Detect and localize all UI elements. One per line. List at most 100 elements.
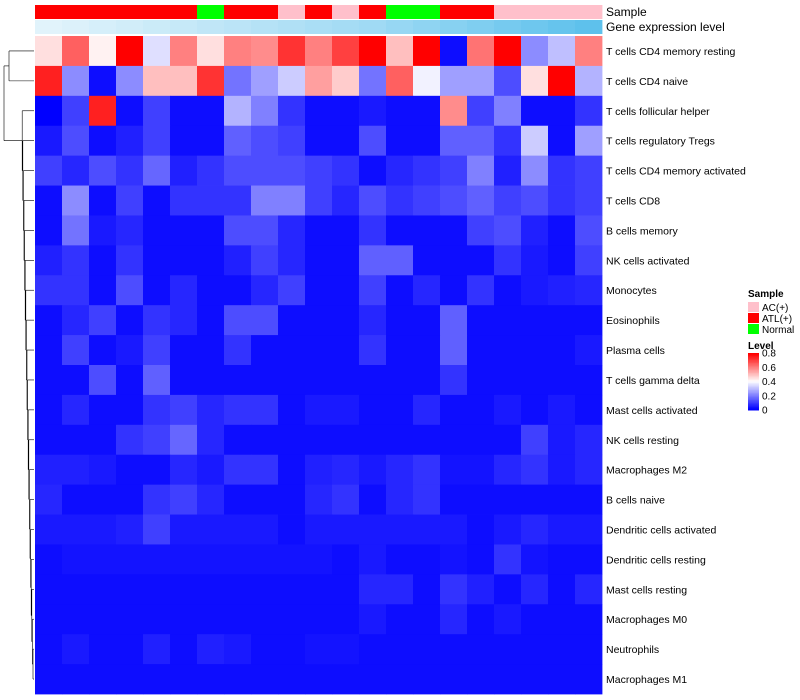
heatmap-cell (62, 305, 90, 336)
heatmap-cell (305, 544, 333, 575)
heatmap-cell (467, 484, 495, 515)
heatmap-cell (170, 65, 198, 97)
heatmap-cell (89, 484, 117, 515)
heatmap-cell (440, 125, 468, 157)
heatmap-cell (89, 245, 117, 276)
level-colorbar-segment (748, 387, 759, 390)
heatmap-cell (251, 65, 279, 97)
heatmap-cell (413, 36, 441, 67)
heatmap-cell (35, 514, 63, 545)
heatmap-cell (440, 514, 468, 545)
heatmap-cell (35, 454, 63, 486)
level-colorbar-segment (748, 392, 759, 395)
heatmap-cell (575, 125, 603, 157)
sample-annotation-cell (62, 5, 90, 19)
sample-annotation-cell (548, 5, 576, 19)
heatmap-cell (332, 275, 360, 306)
heatmap-cell (575, 365, 603, 396)
heatmap-cell (386, 484, 414, 515)
heatmap-cell (413, 65, 441, 97)
heatmap-cell (278, 65, 306, 97)
heatmap-cell (278, 155, 306, 186)
heatmap-cell (62, 365, 90, 396)
heatmap-cell (386, 394, 414, 426)
heatmap-cell (89, 95, 117, 127)
level-colorbar-segment (748, 354, 759, 357)
heatmap-cell (494, 365, 522, 396)
heatmap-cell (332, 634, 360, 665)
heatmap-cell (89, 365, 117, 396)
heatmap-cell (305, 634, 333, 665)
heatmap-cell (89, 275, 117, 306)
heatmap-cell (386, 275, 414, 306)
heatmap-cell (467, 245, 495, 276)
level-annotation-cell (413, 20, 441, 34)
level-annotation-cell (116, 20, 144, 34)
heatmap-cell (197, 514, 225, 545)
heatmap-cell (440, 454, 468, 486)
heatmap-cell (116, 305, 144, 336)
heatmap-cell (116, 424, 144, 456)
heatmap-cell (35, 634, 63, 665)
heatmap-cell (224, 215, 252, 246)
heatmap-cell (197, 245, 225, 276)
heatmap-cell (359, 454, 387, 486)
heatmap-cell (170, 544, 198, 575)
heatmap-cell (494, 454, 522, 486)
heatmap-cell (197, 65, 225, 97)
level-colorbar-segment (748, 375, 759, 378)
heatmap-cell (305, 245, 333, 276)
heatmap-cell (359, 424, 387, 456)
heatmap-cell (251, 305, 279, 336)
heatmap-cell (197, 365, 225, 396)
level-annotation-cell (278, 20, 306, 34)
heatmap-cell (440, 424, 468, 456)
heatmap-cell (305, 424, 333, 456)
heatmap-cell (494, 215, 522, 246)
heatmap-cell (251, 574, 279, 605)
heatmap-cell (35, 664, 63, 695)
row-label: Monocytes (606, 285, 657, 297)
heatmap-cell (332, 664, 360, 695)
heatmap-cell (386, 95, 414, 127)
heatmap-cell (116, 454, 144, 486)
heatmap-cell (278, 484, 306, 515)
heatmap-cell (224, 454, 252, 486)
row-label: NK cells resting (606, 435, 679, 447)
heatmap-cell (197, 36, 225, 67)
level-annotation-cell (305, 20, 333, 34)
level-colorbar-segment (748, 407, 759, 410)
heatmap-cell (62, 245, 90, 276)
heatmap-cell (467, 335, 495, 366)
sample-annotation-cell (359, 5, 387, 19)
heatmap-cell (116, 95, 144, 127)
heatmap-cell (197, 335, 225, 366)
heatmap-cell (548, 185, 576, 216)
heatmap-cell (278, 634, 306, 665)
heatmap-cell (305, 394, 333, 426)
level-colorbar-segment (748, 370, 759, 373)
sample-annotation-cell (440, 5, 468, 19)
heatmap-cell (224, 65, 252, 97)
sample-annotation-cell (143, 5, 171, 19)
heatmap-cell (251, 424, 279, 456)
heatmap-cell (332, 245, 360, 276)
heatmap-cell (116, 574, 144, 605)
heatmap-cell (170, 514, 198, 545)
heatmap-cell (170, 155, 198, 186)
heatmap-cell (494, 514, 522, 545)
heatmap-cell (359, 574, 387, 605)
level-colorbar-segment (748, 391, 759, 394)
heatmap-cell (494, 185, 522, 216)
level-colorbar-segment (748, 401, 759, 404)
heatmap-cell (440, 245, 468, 276)
heatmap-cell (170, 36, 198, 67)
level-colorbar-segment (748, 362, 759, 365)
heatmap-cell (521, 574, 549, 605)
heatmap-cell (494, 245, 522, 276)
row-label: B cells memory (606, 225, 679, 237)
heatmap-cell (467, 604, 495, 635)
heatmap-cell (332, 484, 360, 515)
row-label: T cells follicular helper (606, 106, 710, 118)
